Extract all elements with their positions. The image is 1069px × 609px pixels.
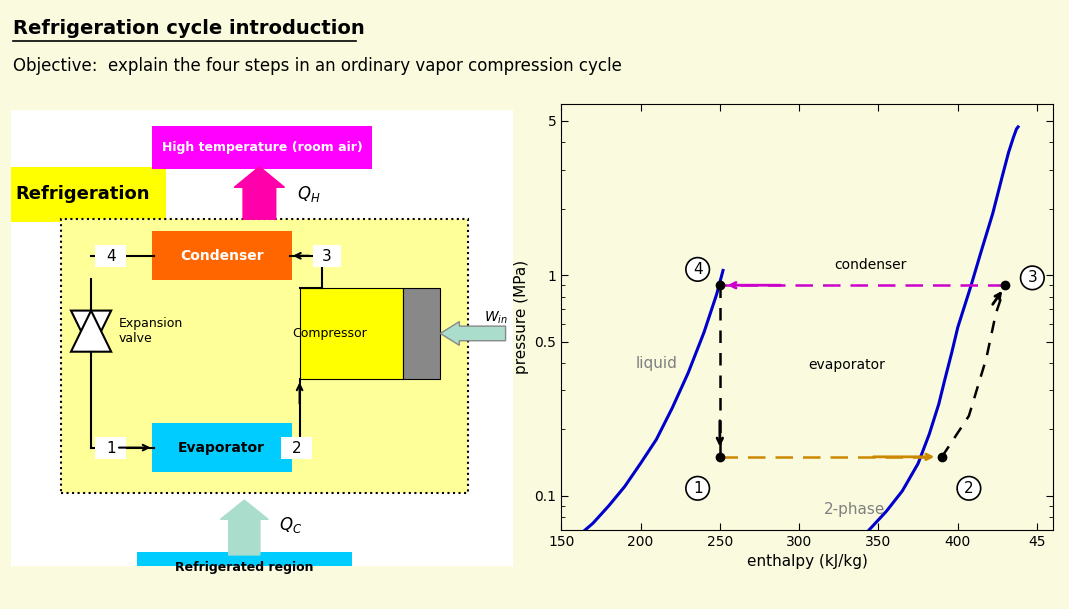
FancyArrow shape [440,322,506,345]
Text: Evaporator: Evaporator [179,441,265,454]
Text: liquid: liquid [635,356,678,371]
Text: Refrigerated region: Refrigerated region [175,561,313,574]
FancyBboxPatch shape [61,219,468,493]
Text: evaporator: evaporator [808,358,885,372]
FancyBboxPatch shape [152,231,292,280]
Text: Refrigeration cycle introduction: Refrigeration cycle introduction [13,19,365,38]
Text: Refrigeration: Refrigeration [16,185,151,203]
Text: $W_{in}$: $W_{in}$ [484,309,508,326]
Text: 2: 2 [964,481,974,496]
Polygon shape [71,311,111,351]
Text: 2: 2 [292,440,301,456]
Text: Objective:  explain the four steps in an ordinary vapor compression cycle: Objective: explain the four steps in an … [13,57,622,76]
Text: 4: 4 [106,248,115,264]
FancyBboxPatch shape [95,437,126,459]
Text: 2-phase: 2-phase [824,502,885,516]
FancyBboxPatch shape [281,437,312,459]
FancyBboxPatch shape [152,423,292,473]
Text: 3: 3 [322,248,331,264]
Text: Compressor: Compressor [292,327,367,340]
FancyBboxPatch shape [11,110,513,566]
Polygon shape [71,311,111,351]
Text: $Q_H$: $Q_H$ [297,184,321,204]
FancyBboxPatch shape [313,245,341,267]
Text: Condenser: Condenser [180,249,264,262]
Text: Expansion
valve: Expansion valve [119,317,183,345]
FancyArrow shape [234,167,284,219]
FancyBboxPatch shape [152,126,372,169]
FancyBboxPatch shape [299,287,403,379]
Text: condenser: condenser [835,258,907,272]
X-axis label: enthalpy (kJ/kg): enthalpy (kJ/kg) [746,554,868,569]
Y-axis label: pressure (MPa): pressure (MPa) [514,259,529,374]
Text: High temperature (room air): High temperature (room air) [161,141,362,154]
FancyBboxPatch shape [95,245,126,267]
Text: $Q_C$: $Q_C$ [279,515,303,535]
FancyBboxPatch shape [137,552,352,583]
FancyBboxPatch shape [11,167,167,222]
Text: 4: 4 [693,262,702,277]
Text: 1: 1 [693,481,702,496]
FancyArrow shape [220,500,268,555]
Text: 3: 3 [1027,270,1037,286]
Text: 1: 1 [106,440,115,456]
FancyBboxPatch shape [403,287,440,379]
